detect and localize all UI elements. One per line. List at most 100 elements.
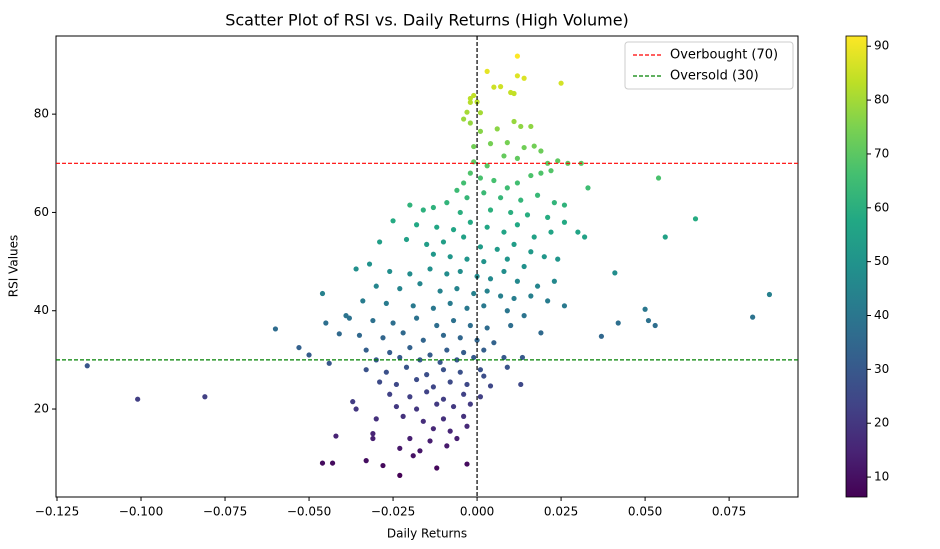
scatter-point — [561, 219, 568, 225]
scatter-point — [380, 335, 386, 341]
scatter-point — [471, 354, 477, 361]
scatter-point — [491, 340, 497, 346]
scatter-point — [491, 84, 497, 90]
scatter-point — [582, 234, 588, 240]
scatter-point — [397, 445, 403, 451]
scatter-point — [612, 270, 618, 276]
scatter-point — [467, 322, 473, 329]
scatter-point — [373, 283, 379, 289]
scatter-point — [370, 317, 376, 324]
scatter-point — [561, 202, 568, 208]
scatter-point — [461, 391, 467, 397]
scatter-point — [461, 116, 467, 122]
x-tick-label: −0.100 — [119, 505, 163, 519]
colorbar-tick-label: 40 — [874, 308, 889, 322]
scatter-point — [346, 315, 352, 321]
scatter-point — [511, 118, 517, 125]
scatter-point — [464, 381, 470, 388]
scatter-point — [497, 195, 504, 201]
scatter-point — [487, 276, 494, 282]
scatter-point — [407, 202, 413, 208]
scatter-point — [393, 403, 400, 410]
scatter-point — [511, 90, 517, 97]
scatter-point — [457, 209, 463, 216]
scatter-point — [440, 239, 447, 245]
scatter-point — [424, 389, 430, 395]
legend-label: Overbought (70) — [670, 48, 778, 63]
scatter-point — [538, 330, 544, 336]
scatter-point — [427, 266, 433, 272]
scatter-point — [353, 406, 359, 412]
scatter-point — [511, 295, 517, 302]
scatter-point — [407, 271, 413, 277]
scatter-point — [417, 448, 423, 454]
scatter-point — [383, 300, 389, 306]
scatter-point — [481, 303, 487, 309]
scatter-point — [508, 322, 514, 329]
scatter-point — [430, 251, 436, 257]
legend-label: Oversold (30) — [670, 69, 759, 84]
scatter-point — [487, 383, 494, 389]
colorbar-tick-label: 60 — [874, 200, 889, 214]
scatter-point — [548, 168, 554, 174]
scatter-point — [484, 68, 490, 74]
chart-title: Scatter Plot of RSI vs. Daily Returns (H… — [225, 11, 629, 30]
scatter-point — [413, 406, 420, 412]
scatter-point — [397, 354, 403, 361]
scatter-point — [366, 261, 373, 267]
scatter-point — [551, 278, 557, 284]
scatter-point — [504, 256, 510, 262]
scatter-point — [518, 197, 524, 203]
scatter-point — [467, 219, 473, 225]
scatter-point — [353, 266, 359, 272]
x-axis-label: Daily Returns — [387, 527, 467, 541]
scatter-point — [413, 315, 420, 321]
scatter-point — [545, 214, 551, 220]
scatter-point — [484, 325, 490, 331]
scatter-point — [84, 363, 90, 369]
scatter-point — [464, 461, 470, 467]
scatter-point — [336, 331, 342, 337]
scatter-point — [387, 391, 393, 397]
scatter-point — [545, 298, 551, 304]
x-tick-label: −0.075 — [203, 505, 247, 519]
scatter-point — [447, 379, 453, 385]
colorbar-tick-label: 50 — [874, 254, 889, 268]
scatter-point — [202, 394, 208, 400]
scatter-point — [461, 180, 467, 186]
scatter-point — [464, 423, 470, 429]
scatter-point — [528, 172, 534, 179]
scatter-point — [450, 317, 457, 324]
scatter-point — [383, 369, 389, 375]
scatter-point — [350, 399, 356, 405]
scatter-point — [494, 246, 500, 252]
scatter-point — [454, 435, 460, 442]
scatter-point — [397, 472, 403, 478]
scatter-point — [407, 344, 413, 351]
scatter-point — [444, 443, 450, 449]
scatter-point — [454, 286, 460, 292]
scatter-point — [501, 268, 507, 275]
scatter-point — [518, 123, 524, 130]
scatter-point — [430, 426, 436, 432]
scatter-point — [508, 209, 514, 216]
x-tick-label: 0.025 — [544, 505, 578, 519]
scatter-point — [400, 330, 406, 336]
scatter-point — [662, 234, 668, 240]
scatter-point — [323, 320, 329, 326]
scatter-point — [377, 239, 383, 245]
scatter-point — [487, 141, 494, 147]
scatter-point — [430, 204, 436, 211]
scatter-point — [461, 413, 467, 419]
scatter-point — [434, 465, 440, 471]
colorbar-tick-label: 70 — [874, 146, 889, 160]
scatter-point — [467, 401, 473, 407]
scatter-point — [534, 192, 541, 198]
scatter-point — [424, 372, 430, 378]
scatter-point — [481, 190, 487, 196]
scatter-point — [524, 212, 531, 218]
scatter-point — [356, 332, 363, 338]
scatter-point — [413, 376, 420, 383]
scatter-point — [692, 216, 699, 222]
scatter-point — [363, 458, 369, 464]
